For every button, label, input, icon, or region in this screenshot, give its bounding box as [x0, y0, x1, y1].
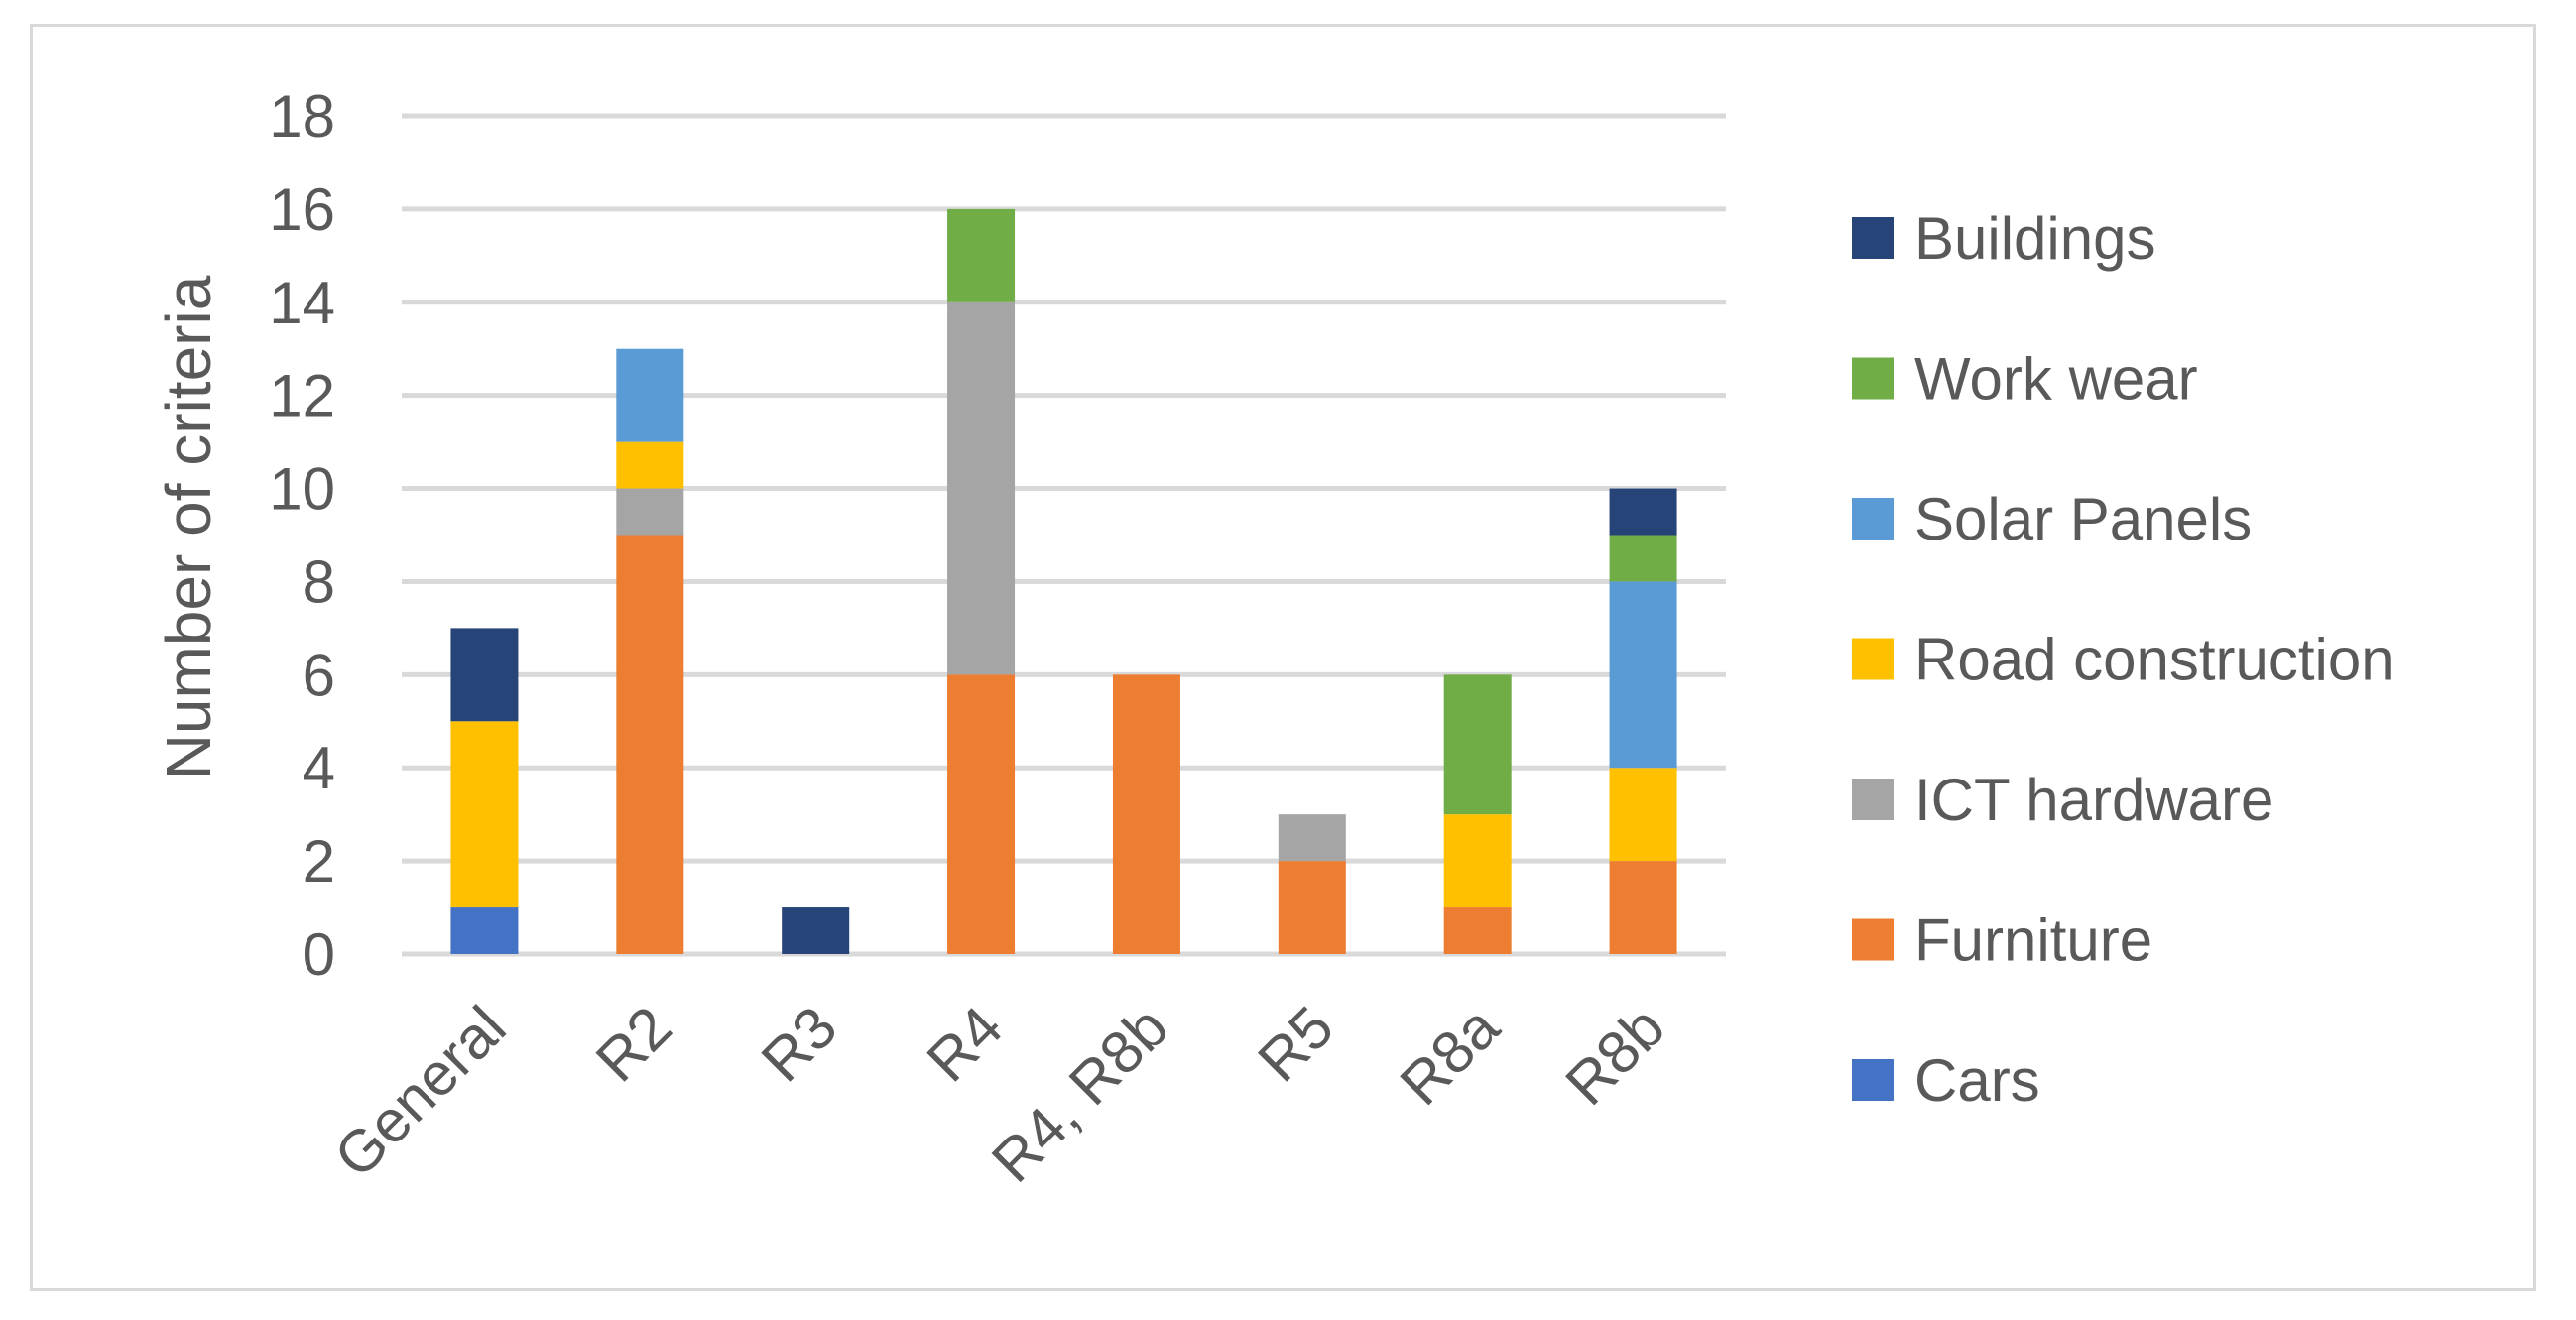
- bar-segment-ict-hardware-r4: [947, 301, 1016, 675]
- legend-item-work-wear: Work wear: [1852, 346, 2198, 413]
- y-tick-label: 4: [303, 735, 335, 801]
- y-tick-label: 0: [303, 921, 335, 988]
- bar-segment-solar-panels-r8b: [1609, 581, 1677, 769]
- legend-swatch: [1852, 217, 1894, 259]
- legend-label: ICT hardware: [1914, 767, 2273, 833]
- bar-segment-furniture-r8b: [1609, 861, 1677, 954]
- bar-segment-work-wear-r8a: [1443, 674, 1512, 815]
- legend-label: Cars: [1914, 1047, 2040, 1114]
- y-tick-label: 2: [303, 828, 335, 895]
- bar-segment-buildings-general: [450, 628, 519, 722]
- x-tick-label: R2: [583, 994, 684, 1095]
- y-tick-label: 14: [269, 270, 335, 336]
- bar-segment-furniture-r8a: [1443, 907, 1512, 954]
- legend-item-ict-hardware: ICT hardware: [1852, 767, 2273, 833]
- bars: [450, 208, 1677, 954]
- y-axis-title: Number of criteria: [153, 275, 224, 780]
- legend-label: Buildings: [1914, 205, 2156, 272]
- bar-segment-furniture-r5: [1278, 861, 1346, 954]
- legend-swatch: [1852, 779, 1894, 820]
- legend-item-furniture: Furniture: [1852, 907, 2152, 974]
- gridlines: [402, 113, 1726, 957]
- x-tick-label: R8a: [1388, 993, 1513, 1118]
- bar-segment-ict-hardware-r5: [1278, 814, 1346, 862]
- y-tick-label: 10: [269, 456, 335, 523]
- y-tick-label: 18: [269, 83, 335, 150]
- y-tick-label: 8: [303, 548, 335, 615]
- bar-segment-road-construction-r8b: [1609, 768, 1677, 862]
- bar-segment-cars-general: [450, 907, 519, 954]
- legend-item-buildings: Buildings: [1852, 205, 2156, 272]
- bar-segment-road-construction-r8a: [1443, 814, 1512, 908]
- legend-swatch: [1852, 498, 1894, 540]
- x-tick-label: R4: [915, 994, 1016, 1095]
- legend-label: Road construction: [1914, 627, 2394, 693]
- bar-segment-buildings-r8b: [1609, 488, 1677, 536]
- bar-segment-furniture-r4: [947, 674, 1016, 954]
- legend-swatch: [1852, 638, 1894, 680]
- legend-swatch: [1852, 357, 1894, 400]
- x-tick-label: R4, R8b: [979, 994, 1180, 1195]
- legend-item-road-construction: Road construction: [1852, 627, 2394, 693]
- bar-segment-work-wear-r8b: [1609, 535, 1677, 582]
- y-tick-label: 16: [269, 177, 335, 243]
- x-tick-label: General: [321, 994, 518, 1190]
- legend-label: Solar Panels: [1914, 486, 2252, 552]
- bar-segment-work-wear-r4: [947, 208, 1016, 302]
- legend-item-solar-panels: Solar Panels: [1852, 486, 2252, 552]
- y-axis-ticks: 0 2 4 6 8 10 12 14 16 18: [269, 83, 335, 988]
- x-tick-label: R3: [749, 994, 850, 1095]
- bar-segment-buildings-r3: [782, 907, 850, 954]
- y-tick-label: 12: [269, 363, 335, 429]
- bar-segment-ict-hardware-r2: [616, 488, 684, 536]
- bar-segment-solar-panels-r2: [616, 348, 684, 442]
- x-tick-label: R8b: [1553, 994, 1677, 1118]
- y-tick-label: 6: [303, 642, 335, 708]
- x-tick-label: R5: [1245, 994, 1346, 1095]
- chart-frame: [30, 24, 2536, 1291]
- bar-segment-furniture-r4-r8b: [1112, 674, 1180, 954]
- legend: Buildings Work wear Solar Panels Road const…: [1852, 205, 2394, 1114]
- legend-label: Work wear: [1914, 346, 2198, 413]
- bar-segment-road-construction-general: [450, 721, 519, 908]
- legend-label: Furniture: [1914, 907, 2152, 974]
- legend-item-cars: Cars: [1852, 1047, 2040, 1114]
- bar-segment-furniture-r2: [616, 535, 684, 954]
- legend-swatch: [1852, 918, 1894, 961]
- legend-swatch: [1852, 1059, 1894, 1101]
- bar-segment-road-construction-r2: [616, 441, 684, 489]
